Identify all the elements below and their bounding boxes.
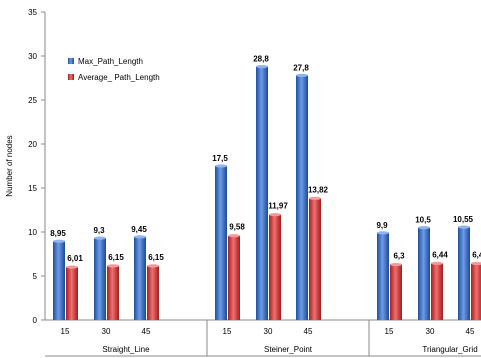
bar-cap xyxy=(296,73,308,77)
data-label: 10,5 xyxy=(415,216,431,225)
legend-swatch xyxy=(68,74,74,80)
x-tick-label: 15 xyxy=(385,327,394,336)
x-tick-label: 15 xyxy=(223,327,232,336)
data-label: 6,15 xyxy=(148,253,164,262)
bar-max-path-length xyxy=(134,236,146,320)
data-label: 9,58 xyxy=(229,223,245,232)
bar-max-path-length xyxy=(94,238,106,320)
bar-cap xyxy=(107,264,119,268)
data-label: 8,95 xyxy=(50,229,66,238)
bar-cap xyxy=(458,225,470,229)
bar-cap xyxy=(418,226,430,230)
data-label: 17,5 xyxy=(212,154,228,163)
bar-cap xyxy=(256,64,268,69)
legend-label: Average_ Path_Length xyxy=(78,73,160,82)
y-tick-label: 5 xyxy=(33,272,38,281)
y-tick-label: 15 xyxy=(28,184,37,193)
bar-average-path-length xyxy=(107,265,119,320)
x-tick-label: 30 xyxy=(264,327,273,336)
data-label: 9,3 xyxy=(93,226,105,235)
bar-max-path-length xyxy=(215,166,227,320)
bar-average-path-length xyxy=(147,265,159,320)
bar-cap xyxy=(147,264,159,268)
y-tick-label: 25 xyxy=(28,96,37,105)
legend-swatch xyxy=(68,58,74,64)
bar-cap xyxy=(94,236,106,240)
legend-label: Max_Path_Length xyxy=(78,57,143,66)
bar-average-path-length xyxy=(228,235,240,320)
bar-max-path-length xyxy=(256,66,268,320)
bar-average-path-length xyxy=(269,214,281,320)
data-label: 28,8 xyxy=(253,55,269,64)
bar-max-path-length xyxy=(377,232,389,320)
y-tick-label: 10 xyxy=(28,228,37,237)
group-label: Triangular_Grid xyxy=(422,345,477,354)
group-label: Straight_Line xyxy=(102,345,150,354)
x-tick-label: 30 xyxy=(102,327,111,336)
x-tick-label: 45 xyxy=(466,327,475,336)
legend: Max_Path_Length Average_ Path_Length xyxy=(68,57,160,82)
data-label: 6,15 xyxy=(108,253,124,262)
bar-cap xyxy=(471,261,481,266)
bar-max-path-length xyxy=(296,75,308,320)
data-label: 6,3 xyxy=(393,252,405,261)
bar-cap xyxy=(53,239,65,243)
x-tick-label: 30 xyxy=(426,327,435,336)
bar-cap xyxy=(390,262,402,267)
bar-max-path-length xyxy=(458,227,470,320)
data-label: 9,45 xyxy=(131,225,147,234)
bar-average-path-length xyxy=(66,267,78,320)
bar-cap xyxy=(431,261,443,265)
data-label: 9,9 xyxy=(376,221,388,230)
bar-average-path-length xyxy=(431,263,443,320)
bar-cap xyxy=(215,164,227,168)
x-tick-label: 45 xyxy=(304,327,313,336)
bar-cap xyxy=(377,231,389,235)
bar-max-path-length xyxy=(418,227,430,320)
bar-cap xyxy=(309,196,321,200)
bars: 8,95 6,01 9,3 6,15 9,45 6,15 17,5 9,58 28,8 11,97… xyxy=(50,55,481,320)
bar-cap xyxy=(134,235,146,239)
data-label: 6,01 xyxy=(67,254,83,263)
group-label: Steiner_Point xyxy=(264,345,313,354)
y-tick-label: 30 xyxy=(28,52,37,61)
bar-average-path-length xyxy=(309,198,321,320)
bar-cap xyxy=(66,265,78,269)
data-label: 27,8 xyxy=(293,63,309,72)
bar-cap xyxy=(269,213,281,217)
data-label: 10,55 xyxy=(453,215,474,224)
data-label: 6,44 xyxy=(432,250,448,259)
data-label: 13,82 xyxy=(308,185,329,194)
x-tick-label: 45 xyxy=(142,327,151,336)
bar-average-path-length xyxy=(390,264,402,320)
y-axis-title: Number of nodes xyxy=(5,135,14,196)
data-label: 11,97 xyxy=(268,202,288,211)
bar-max-path-length xyxy=(53,241,65,320)
bar-average-path-length xyxy=(471,263,481,320)
bar-cap xyxy=(228,234,240,238)
y-tick-label: 0 xyxy=(33,316,38,325)
data-label: 6,42 xyxy=(472,251,481,260)
y-tick-label: 35 xyxy=(28,8,37,17)
y-tick-label: 20 xyxy=(28,140,37,149)
x-tick-label: 15 xyxy=(61,327,70,336)
